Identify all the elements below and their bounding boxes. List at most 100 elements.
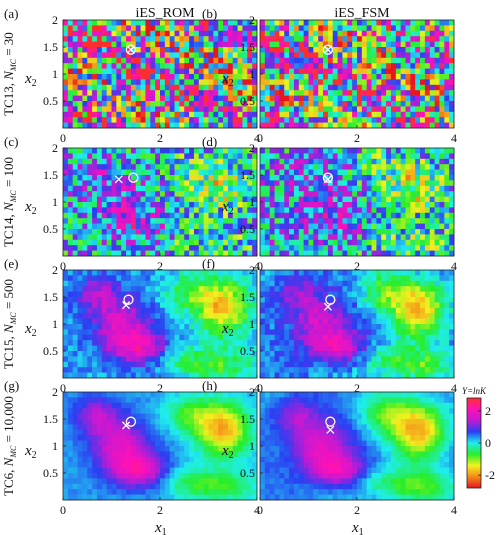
heatmap-cell (264, 286, 271, 292)
heatmap-cell (415, 117, 421, 123)
heatmap-cell (150, 245, 156, 251)
heatmap-cell (313, 223, 319, 230)
heatmap-cell (410, 117, 416, 123)
heatmap-cell (82, 234, 88, 241)
heatmap-cell (213, 392, 219, 398)
heatmap-cell (376, 245, 382, 251)
heatmap-cell (140, 106, 146, 113)
heatmap-cell (218, 234, 224, 241)
heatmap-cell (264, 245, 271, 251)
heatmap-cell (357, 106, 363, 113)
heatmap-cell (298, 334, 304, 341)
heatmap-cell (424, 345, 431, 352)
heatmap-cell (260, 148, 266, 154)
heatmap-cell (77, 74, 83, 80)
heatmap-cell (121, 68, 127, 75)
heatmap-cell (347, 158, 353, 165)
heatmap-cell (77, 68, 83, 75)
heatmap-cell (87, 245, 93, 251)
heatmap-cell (111, 356, 117, 363)
heatmap-cell (420, 202, 426, 208)
heatmap-cell (337, 307, 343, 314)
heatmap-cell (313, 84, 319, 91)
heatmap-cell (227, 101, 234, 107)
heatmap-cell (140, 47, 146, 53)
heatmap-cell (208, 324, 214, 330)
heatmap-cell (274, 324, 280, 330)
heatmap-cell (232, 90, 238, 96)
heatmap-cell (164, 372, 171, 379)
y-tick-label: 1.5 (240, 40, 255, 54)
heatmap-cell (274, 229, 280, 235)
heatmap-cell (63, 148, 69, 154)
panel-letter: (d) (202, 134, 217, 149)
heatmap-cell (140, 68, 146, 75)
heatmap-cell (208, 185, 214, 192)
heatmap-cell (169, 351, 175, 357)
heatmap-cell (420, 63, 426, 69)
heatmap-cell (357, 185, 363, 192)
heatmap-cell (376, 30, 382, 37)
heatmap-cell (323, 218, 329, 224)
heatmap-cell (150, 74, 156, 80)
heatmap-cell (169, 196, 175, 203)
heatmap-cell (223, 340, 229, 346)
heatmap-cell (357, 324, 363, 330)
heatmap-cell (63, 20, 69, 26)
heatmap-cell (223, 25, 229, 32)
heatmap-cell (260, 275, 266, 282)
heatmap-cell (327, 63, 334, 69)
heatmap-cell (298, 212, 304, 219)
heatmap-cell (121, 367, 127, 373)
heatmap-cell (169, 313, 175, 319)
heatmap-cell (150, 30, 156, 37)
heatmap-cell (198, 122, 204, 129)
heatmap-cell (269, 79, 275, 86)
heatmap-cell (434, 250, 440, 257)
heatmap-cell (179, 117, 185, 123)
heatmap-cell (145, 397, 151, 404)
heatmap-cell (366, 41, 372, 48)
heatmap-cell (87, 361, 93, 368)
heatmap-cell (424, 307, 431, 314)
heatmap-cell (174, 74, 180, 80)
heatmap-cell (289, 41, 295, 48)
heatmap-cell (332, 218, 338, 224)
heatmap-cell (342, 313, 348, 319)
heatmap-cell (424, 30, 431, 37)
heatmap-cell (386, 79, 392, 86)
heatmap-cell (293, 191, 300, 197)
heatmap-cell (352, 239, 358, 246)
heatmap-cell (390, 30, 397, 37)
heatmap-cell (237, 153, 243, 160)
heatmap-cell (155, 218, 161, 224)
heatmap-cell (140, 239, 146, 246)
heatmap-cell (116, 250, 122, 257)
heatmap-cell (366, 180, 372, 187)
heatmap-cell (332, 180, 338, 187)
heatmap-cell (444, 329, 450, 336)
heatmap-cell (232, 122, 238, 129)
heatmap-cell (400, 185, 406, 192)
heatmap-cell (390, 245, 397, 251)
heatmap-cell (227, 270, 234, 276)
heatmap-cell (150, 397, 156, 404)
heatmap-cell (184, 74, 190, 80)
heatmap-cell (303, 158, 309, 165)
heatmap-cell (203, 207, 209, 214)
heatmap-cell (337, 318, 343, 325)
heatmap-cell (92, 345, 98, 352)
heatmap-cell (390, 334, 397, 341)
heatmap-cell (376, 318, 382, 325)
heatmap-cell (361, 117, 368, 123)
y-tick-label: 1.5 (43, 290, 58, 304)
heatmap-cell (352, 36, 358, 42)
heatmap-cell (274, 212, 280, 219)
heatmap-cell (242, 95, 248, 102)
heatmap-cell (223, 41, 229, 48)
heatmap-cell (242, 117, 248, 123)
heatmap-cell (289, 36, 295, 42)
heatmap-cell (260, 68, 266, 75)
heatmap-cell (232, 41, 238, 48)
heatmap-cell (130, 180, 137, 187)
